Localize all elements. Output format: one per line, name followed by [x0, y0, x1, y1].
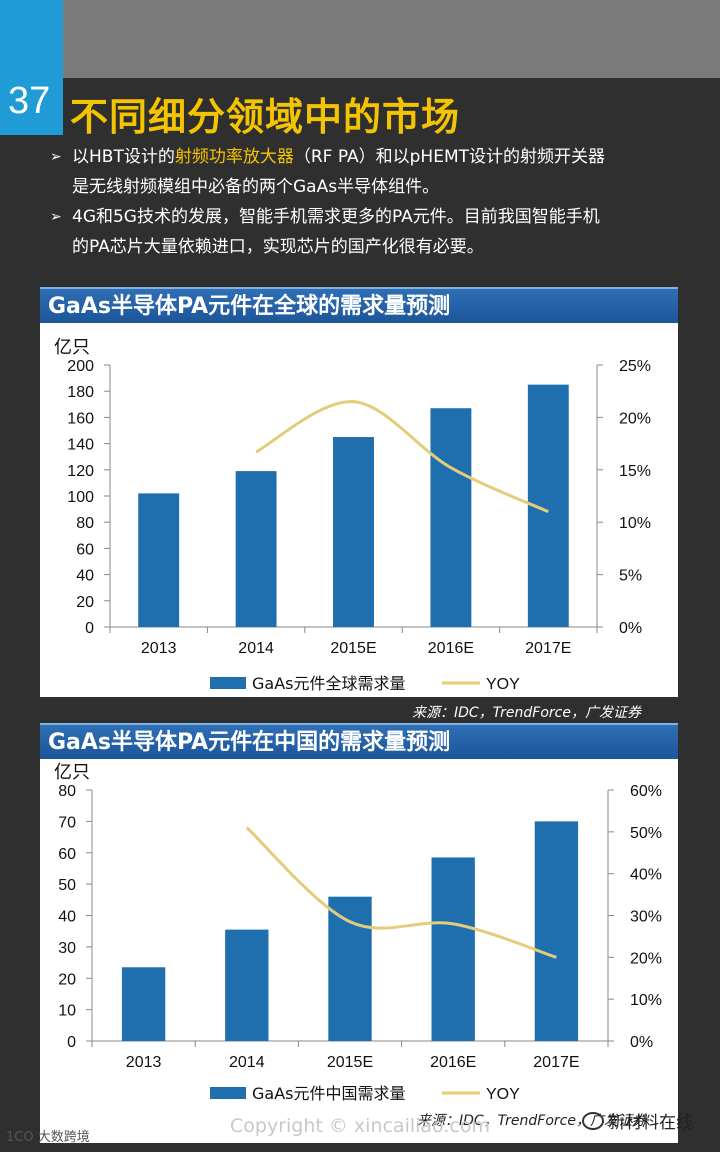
yoy-line [255, 400, 549, 514]
chart-source: 来源：IDC，TrendForce，广发证券 [412, 705, 641, 721]
chart-china: 亿只 0 10 20 30 40 50 60 70 80 0% 10% 20% 30% 40% 50% 60% 2… [54, 762, 662, 1103]
watermark-logo: 1CO 大数跨境 [6, 1130, 90, 1145]
y-axis-label: 亿只 [54, 337, 90, 358]
chart-global: 亿只 0 20 40 60 80 100 120 140 160 180 200 0% 5% 10% 15% 2… [54, 337, 651, 693]
bar [235, 471, 277, 627]
y-tick-label: 80 [58, 783, 76, 800]
bar [138, 493, 180, 627]
y2-tick-label: 10% [630, 992, 662, 1009]
y-tick-label: 60 [76, 541, 94, 558]
copyright-text: Copyright © xincailiao.com [230, 1115, 490, 1137]
y-tick-label: 0 [85, 620, 94, 637]
y2-tick-label: 50% [630, 825, 662, 842]
y2-tick-label: 10% [619, 515, 651, 532]
y-tick-label: 160 [67, 410, 94, 427]
legend-line-label: YOY [486, 676, 520, 693]
bullet-item: ➢ 以HBT设计的射频功率放大器（RF PA）和以pHEMT设计的射频开关器 是… [50, 142, 700, 202]
y-tick-label: 40 [58, 909, 76, 926]
chat-bubble-icon [582, 1111, 604, 1130]
y-tick-label: 50 [58, 877, 76, 894]
y-tick-label: 200 [67, 358, 94, 375]
x-tick-label: 2017E [525, 640, 571, 657]
bullet-item: ➢ 4G和5G技术的发展，智能手机需求更多的PA元件。目前我国智能手机 的PA芯… [50, 202, 700, 262]
y2-tick-label: 0% [630, 1034, 653, 1051]
chart-title: GaAs半导体PA元件在中国的需求量预测 [40, 723, 678, 759]
bar [430, 408, 472, 627]
x-tick-label: 2016E [428, 640, 474, 657]
header-band [63, 0, 720, 78]
y2-tick-label: 5% [619, 568, 642, 585]
highlight-text: 射频功率放大器 [174, 147, 294, 167]
bar [333, 437, 374, 627]
y-tick-label: 70 [58, 814, 76, 831]
y-tick-label: 20 [58, 971, 76, 988]
bar [431, 857, 475, 1041]
legend-bar-swatch [210, 677, 246, 689]
y2-tick-label: 20% [619, 410, 651, 427]
legend-bar-swatch [210, 1087, 246, 1099]
y-tick-label: 140 [67, 437, 94, 454]
slide-title: 不同细分领域中的市场 [70, 95, 461, 139]
x-tick-label: 2013 [126, 1054, 162, 1071]
x-tick-label: 2017E [533, 1054, 579, 1071]
bar [328, 896, 372, 1041]
x-tick-label: 2016E [430, 1054, 476, 1071]
chart-panel-china: GaAs半导体PA元件在中国的需求量预测 亿只 0 10 20 30 40 50 60 70 80… [40, 723, 678, 1143]
y-tick-label: 40 [76, 568, 94, 585]
y2-tick-label: 40% [630, 867, 662, 884]
x-tick-label: 2015E [330, 640, 376, 657]
bullet-arrow-icon: ➢ [50, 209, 62, 225]
bullet-line: 4G和5G技术的发展，智能手机需求更多的PA元件。目前我国智能手机 [72, 207, 600, 227]
bar [225, 929, 269, 1041]
y-tick-label: 30 [58, 940, 76, 957]
bullet-list: ➢ 以HBT设计的射频功率放大器（RF PA）和以pHEMT设计的射频开关器 是… [50, 142, 700, 262]
bullet-line: 是无线射频模组中必备的两个GaAs半导体组件。 [72, 177, 440, 197]
y-tick-label: 10 [58, 1003, 76, 1020]
y-tick-label: 0 [67, 1034, 76, 1051]
chart-title: GaAs半导体PA元件在全球的需求量预测 [40, 287, 678, 323]
x-tick-label: 2014 [229, 1054, 265, 1071]
y-tick-label: 180 [67, 384, 94, 401]
x-tick-label: 2014 [238, 640, 274, 657]
y2-tick-label: 25% [619, 358, 651, 375]
x-tick-label: 2015E [327, 1054, 373, 1071]
y2-tick-label: 30% [630, 909, 662, 926]
y-tick-label: 120 [67, 463, 94, 480]
chart-panel-global: GaAs半导体PA元件在全球的需求量预测 亿只 0 20 40 60 80 100 120 14… [40, 287, 678, 697]
y2-tick-label: 0% [619, 620, 642, 637]
bullet-arrow-icon: ➢ [50, 149, 62, 165]
accent-strip [0, 0, 63, 135]
y2-tick-label: 20% [630, 950, 662, 967]
yoy-line [245, 826, 557, 959]
bar [121, 967, 166, 1041]
y-tick-label: 100 [67, 489, 94, 506]
y-axis-label: 亿只 [54, 762, 90, 783]
brand-name: 新材料在线 [608, 1113, 693, 1133]
bullet-line: 以HBT设计的射频功率放大器（RF PA）和以pHEMT设计的射频开关器 [72, 147, 605, 167]
y-tick-label: 20 [76, 594, 94, 611]
y-tick-label: 60 [58, 846, 76, 863]
slide-number: 37 [8, 80, 51, 122]
legend-line-label: YOY [486, 1086, 520, 1103]
bullet-line: 的PA芯片大量依赖进口，实现芯片的国产化很有必要。 [72, 237, 484, 257]
legend-bar-label: GaAs元件中国需求量 [252, 1084, 406, 1103]
y2-tick-label: 15% [619, 463, 651, 480]
legend-bar-label: GaAs元件全球需求量 [252, 674, 406, 693]
y-tick-label: 80 [76, 515, 94, 532]
x-tick-label: 2013 [141, 640, 177, 657]
brand-logo: 新材料在线 [582, 1108, 693, 1133]
y2-tick-label: 60% [630, 783, 662, 800]
bar [534, 821, 579, 1041]
